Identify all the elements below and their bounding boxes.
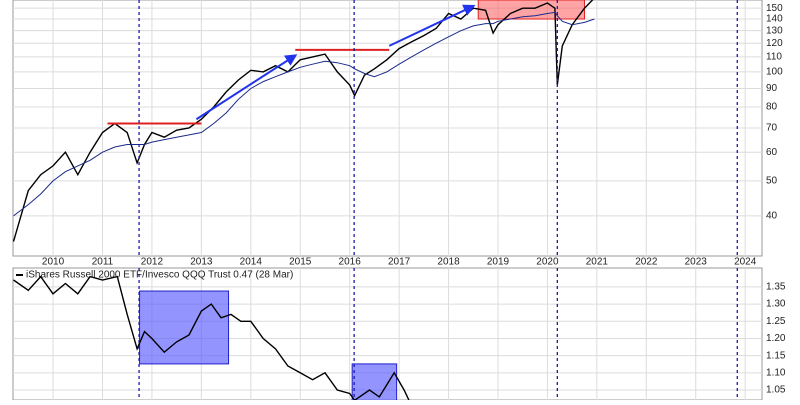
x-tick-label: 2022 (635, 257, 658, 268)
y-tick-label: 90 (766, 83, 778, 94)
y-tick-label: 1.30 (766, 299, 786, 310)
y-tick-label: 70 (766, 123, 778, 134)
price-line (13, 0, 594, 242)
y-tick-label: 1.15 (766, 350, 786, 361)
trend-arrow (195, 54, 298, 121)
price-line (13, 275, 410, 400)
plot-area (13, 0, 762, 256)
x-tick-label: 2021 (586, 257, 609, 268)
x-tick-label: 2018 (437, 257, 460, 268)
price-line (13, 11, 595, 217)
y-tick-label: 1.20 (766, 333, 786, 344)
x-tick-label: 2019 (487, 257, 510, 268)
y-tick-label: 80 (766, 102, 778, 113)
y-tick-label: 100 (766, 67, 783, 78)
x-tick-label: 2016 (339, 257, 362, 268)
plot-area (13, 268, 762, 400)
y-tick-label: 150 (766, 3, 783, 14)
y-tick-label: 40 (766, 211, 778, 222)
y-tick-label: 130 (766, 25, 783, 36)
y-tick-label: 1.35 (766, 282, 786, 293)
x-tick-label: 2011 (92, 257, 114, 268)
y-tick-label: 1.25 (766, 316, 786, 327)
highlight-box (139, 290, 230, 365)
y-tick-label: 110 (766, 52, 782, 63)
x-tick-label: 2014 (240, 257, 263, 268)
y-tick-label: 50 (766, 175, 778, 186)
y-tick-label: 1.10 (766, 367, 786, 378)
x-tick-label: 2015 (289, 257, 312, 268)
y-tick-label: 120 (766, 38, 783, 49)
highlight-box (351, 363, 398, 400)
trend-arrow (388, 4, 476, 47)
x-tick-label: 2010 (42, 257, 65, 268)
x-tick-label: 2013 (190, 257, 213, 268)
legend-label: iShares Russell 2000 ETF/Invesco QQQ Tru… (26, 270, 293, 281)
x-tick-label: 2017 (388, 257, 411, 268)
y-tick-label: 140 (766, 14, 783, 25)
x-tick-label: 2020 (536, 257, 559, 268)
y-tick-label: 1.05 (766, 385, 786, 396)
y-tick-label: 60 (766, 147, 778, 158)
x-tick-label: 2012 (141, 257, 164, 268)
x-tick-label: 2024 (734, 257, 757, 268)
x-tick-label: 2023 (685, 257, 708, 268)
